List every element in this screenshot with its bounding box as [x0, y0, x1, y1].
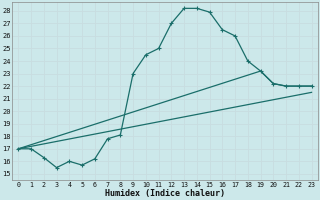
X-axis label: Humidex (Indice chaleur): Humidex (Indice chaleur): [105, 189, 225, 198]
